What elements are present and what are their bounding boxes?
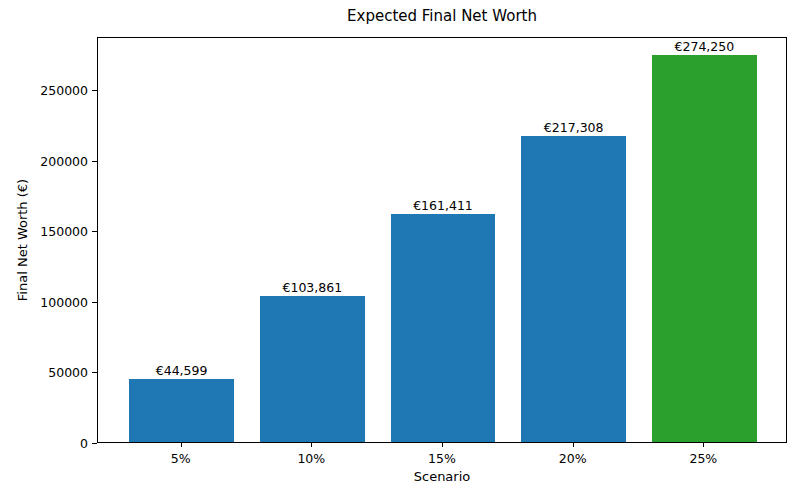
bar bbox=[391, 214, 496, 442]
x-tick-mark bbox=[181, 443, 182, 447]
x-tick-label: 15% bbox=[392, 451, 492, 466]
x-tick-label: 25% bbox=[653, 451, 753, 466]
x-tick-mark bbox=[311, 443, 312, 447]
y-tick-label: 100000 bbox=[0, 295, 88, 310]
x-tick-label: 10% bbox=[261, 451, 361, 466]
bar bbox=[521, 136, 626, 442]
bar bbox=[129, 379, 234, 442]
bar bbox=[260, 296, 365, 442]
y-tick-label: 0 bbox=[0, 436, 88, 451]
x-axis-label: Scenario bbox=[97, 469, 787, 484]
bar-value-label: €103,861 bbox=[252, 280, 372, 295]
y-tick-label: 150000 bbox=[0, 224, 88, 239]
x-tick-mark bbox=[442, 443, 443, 447]
x-tick-label: 5% bbox=[131, 451, 231, 466]
y-tick-label: 250000 bbox=[0, 83, 88, 98]
y-tick-mark bbox=[92, 372, 97, 373]
plot-area: €44,599 €103,861 €161,411 €217,308 €274,250 bbox=[97, 37, 787, 443]
x-tick-mark bbox=[573, 443, 574, 447]
y-tick-label: 200000 bbox=[0, 154, 88, 169]
y-tick-mark bbox=[92, 443, 97, 444]
bar-chart-figure: Expected Final Net Worth €44,599 €103,861… bbox=[0, 0, 800, 500]
chart-title: Expected Final Net Worth bbox=[97, 7, 787, 25]
y-tick-mark bbox=[92, 90, 97, 91]
bar bbox=[652, 55, 757, 442]
y-tick-mark bbox=[92, 161, 97, 162]
y-axis-label: Final Net Worth (€) bbox=[15, 179, 30, 301]
x-tick-mark bbox=[703, 443, 704, 447]
y-tick-mark bbox=[92, 231, 97, 232]
bar-value-label: €161,411 bbox=[383, 198, 503, 213]
bar-value-label: €44,599 bbox=[122, 363, 242, 378]
y-tick-mark bbox=[92, 302, 97, 303]
y-tick-label: 50000 bbox=[0, 365, 88, 380]
bar-value-label: €274,250 bbox=[644, 39, 764, 54]
bar-value-label: €217,308 bbox=[514, 120, 634, 135]
x-tick-label: 20% bbox=[523, 451, 623, 466]
